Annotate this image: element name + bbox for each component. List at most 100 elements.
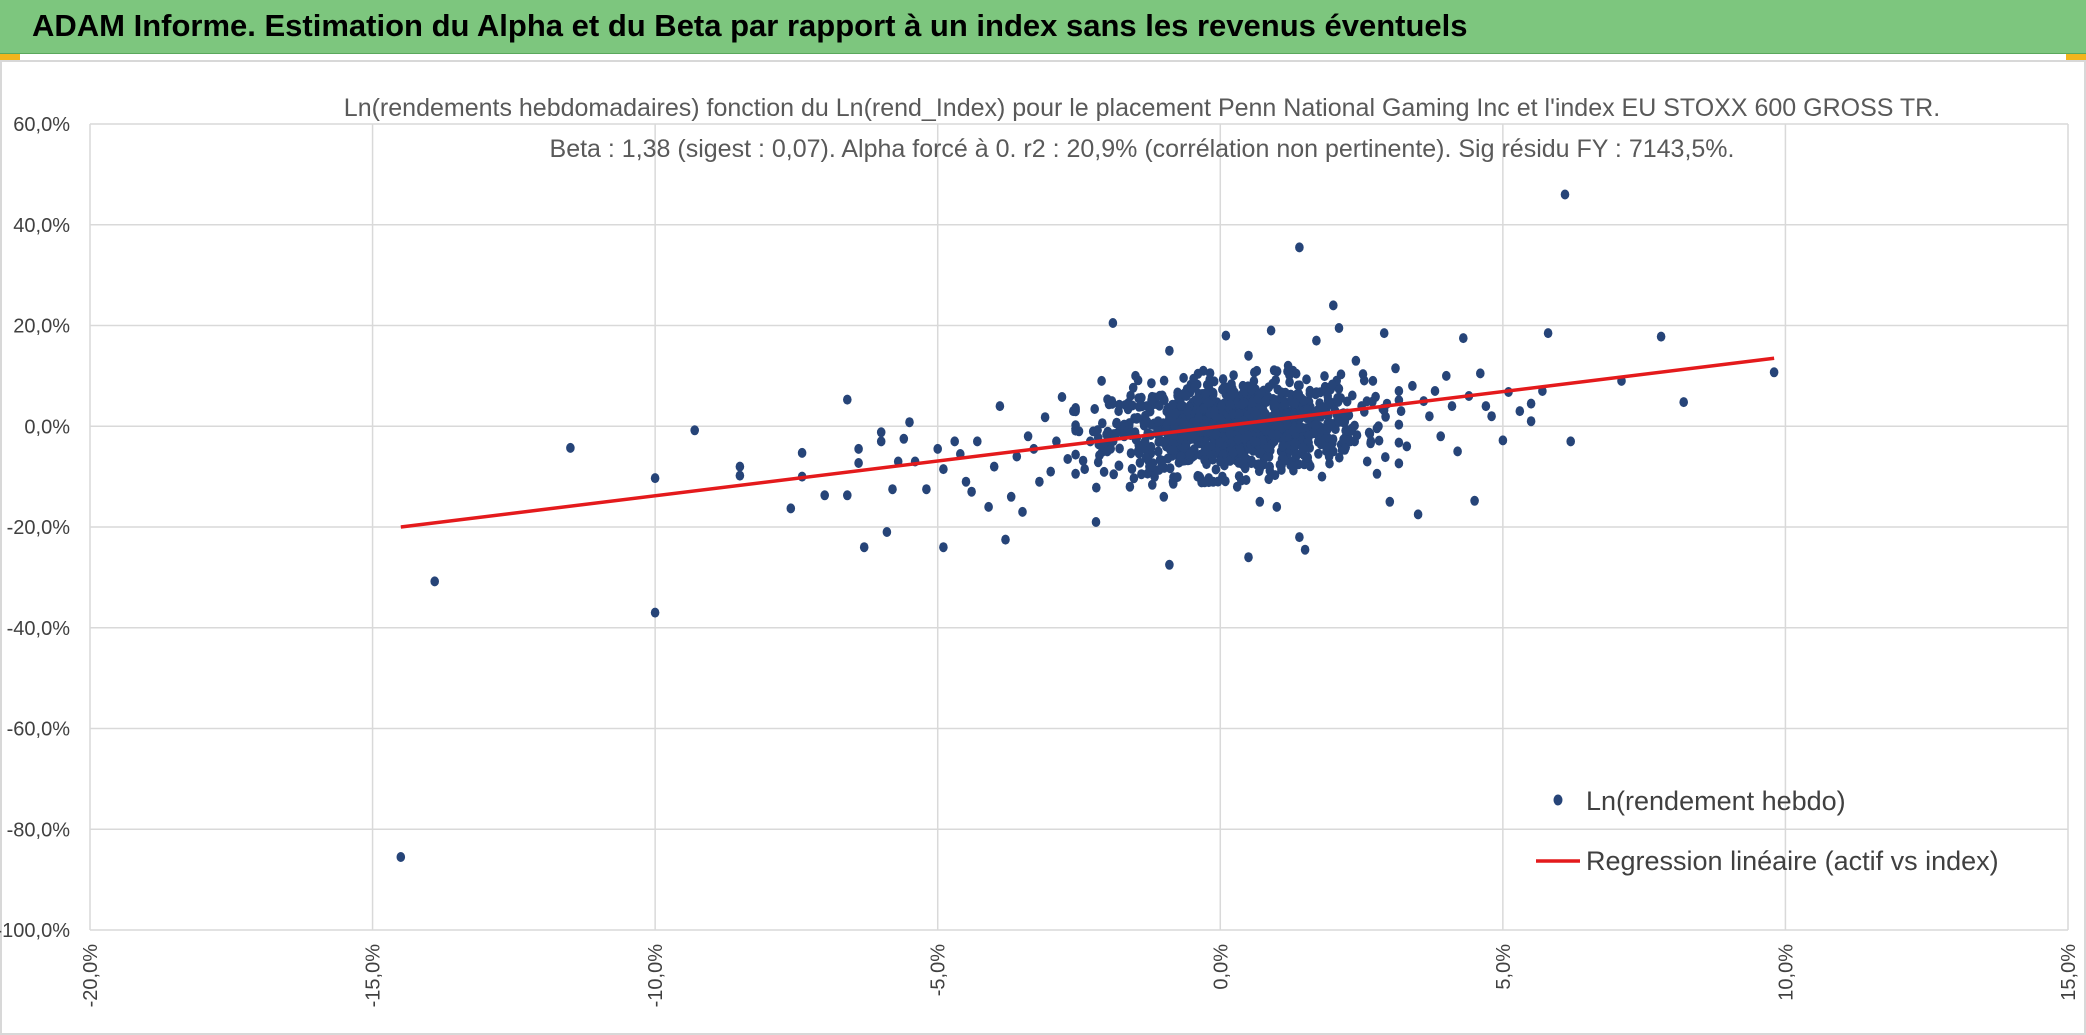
report-banner: ADAM Informe. Estimation du Alpha et du … xyxy=(0,0,2086,54)
scatter-point xyxy=(1560,189,1570,200)
scatter-point xyxy=(735,461,745,472)
scatter-point xyxy=(1333,393,1342,403)
scatter-point xyxy=(1134,393,1143,404)
scatter-point xyxy=(1187,431,1197,442)
scatter-point xyxy=(1343,425,1353,436)
scatter-point xyxy=(1216,456,1225,467)
scatter-point xyxy=(1218,384,1227,395)
scatter-point xyxy=(1362,456,1372,467)
scatter-point xyxy=(1226,391,1235,402)
scatter-point xyxy=(1299,395,1309,406)
scatter-point xyxy=(1314,448,1323,459)
scatter-point xyxy=(1247,384,1257,395)
scatter-point xyxy=(1372,468,1382,479)
scatter-point xyxy=(1228,447,1238,458)
y-axis-tick-labels: 60,0% 40,0% 20,0% 0,0% -20,0% -40,0% -60,0% -80… xyxy=(0,114,70,942)
scatter-point xyxy=(1148,461,1157,472)
scatter-point xyxy=(1447,401,1457,412)
scatter-point xyxy=(1285,370,1294,381)
scatter-point xyxy=(1112,428,1121,439)
scatter-point xyxy=(1394,458,1404,469)
scatter-point xyxy=(854,458,863,468)
scatter-point xyxy=(1240,463,1250,474)
scatter-point xyxy=(1052,436,1061,447)
x-tick-label: 0,0% xyxy=(1210,944,1232,990)
scatter-point xyxy=(1258,422,1267,432)
scatter-point xyxy=(1298,442,1308,453)
scatter-point xyxy=(1225,399,1235,410)
scatter-point xyxy=(1277,387,1286,398)
scatter-point xyxy=(1165,559,1174,570)
scatter-point xyxy=(1290,438,1300,449)
scatter-point xyxy=(1374,435,1384,446)
scatter-point xyxy=(1326,418,1336,429)
chart-title-line-1: Ln(rendements hebdomadaires) fonction du… xyxy=(344,94,1940,122)
scatter-point xyxy=(1266,325,1276,336)
scatter-point xyxy=(1170,408,1180,419)
regression-line-group xyxy=(400,356,1775,529)
scatter-point xyxy=(1203,397,1212,408)
scatter-point xyxy=(1023,431,1033,442)
scatter-point xyxy=(1201,388,1210,399)
scatter-point xyxy=(690,425,699,436)
scatter-point xyxy=(1126,390,1135,401)
scatter-point xyxy=(933,443,942,454)
scatter-point xyxy=(735,470,745,481)
scatter-point xyxy=(1136,443,1146,454)
scatter-point xyxy=(1251,409,1261,419)
scatter-point xyxy=(1470,495,1479,506)
scatter-point xyxy=(1183,406,1192,417)
scatter-point xyxy=(1199,365,1208,376)
scatter-point xyxy=(1340,416,1349,427)
scatter-point xyxy=(1289,461,1299,472)
regression-line xyxy=(400,356,1775,529)
scatter-point xyxy=(1173,472,1182,483)
scatter-point xyxy=(1189,373,1198,384)
y-tick-label: -80,0% xyxy=(7,819,71,841)
scatter-point xyxy=(1057,392,1067,402)
scatter-point xyxy=(1295,532,1304,543)
corner-marker-right xyxy=(2066,54,2086,62)
scatter-point xyxy=(1309,428,1318,439)
scatter-point xyxy=(1317,471,1327,482)
scatter-point xyxy=(1280,455,1289,466)
scatter-point xyxy=(1394,386,1404,396)
scatter-point xyxy=(1295,242,1304,253)
y-tick-label: -60,0% xyxy=(7,719,71,741)
scatter-point xyxy=(1391,363,1400,374)
scatter-point xyxy=(1114,460,1124,471)
scatter-point xyxy=(1394,419,1404,430)
scatter-point xyxy=(1311,420,1320,430)
scatter-point xyxy=(1109,469,1118,480)
scatter-point xyxy=(1425,411,1434,422)
scatter-point xyxy=(1264,474,1273,485)
scatter-point xyxy=(1141,410,1150,421)
scatter-point xyxy=(1346,436,1355,447)
scatter-point xyxy=(1074,426,1084,437)
scatter-point xyxy=(1566,436,1575,447)
scatter-point xyxy=(939,542,948,553)
scatter-point xyxy=(995,401,1005,412)
y-tick-label: 20,0% xyxy=(13,316,70,338)
scatter-point xyxy=(1137,469,1146,480)
scatter-point xyxy=(1148,479,1157,490)
scatter-point xyxy=(1204,441,1214,452)
scatter-point xyxy=(1268,378,1277,389)
y-tick-label: -100,0% xyxy=(0,920,70,942)
scatter-point xyxy=(1168,399,1177,410)
scatter-point xyxy=(1108,318,1118,328)
x-tick-label: -15,0% xyxy=(363,944,385,1008)
scatter-point xyxy=(1080,464,1089,475)
scatter-point xyxy=(1128,382,1138,393)
scatter-point xyxy=(1402,441,1412,452)
scatter-point xyxy=(939,464,948,475)
scatter-point xyxy=(1097,375,1106,386)
scatter-point xyxy=(1408,380,1417,391)
scatter-point xyxy=(1115,443,1124,454)
scatter-point xyxy=(1238,380,1248,391)
scatter-point xyxy=(1092,482,1101,493)
scatter-point xyxy=(1093,457,1103,468)
scatter-point xyxy=(973,436,982,447)
x-tick-label: -20,0% xyxy=(80,944,102,1008)
scatter-point xyxy=(1154,464,1164,475)
